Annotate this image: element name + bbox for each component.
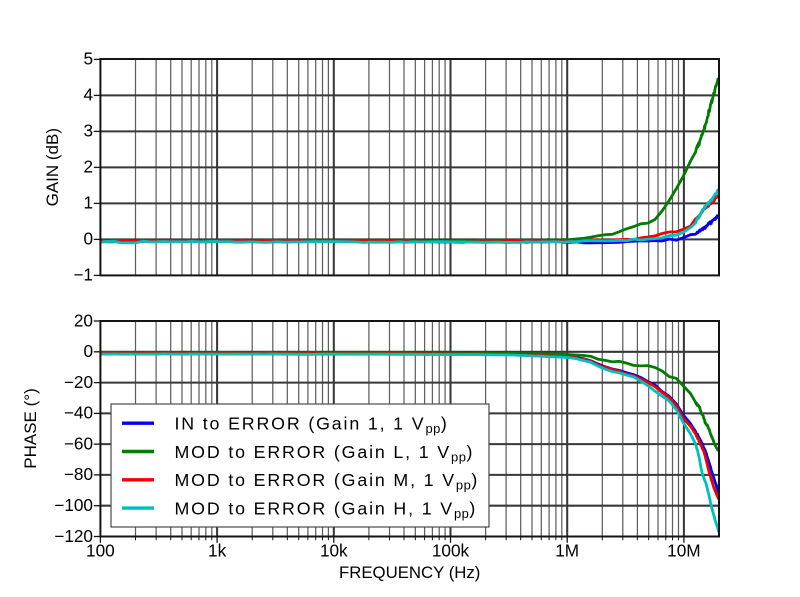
svg-text:1M: 1M (555, 541, 579, 561)
svg-text:100k: 100k (432, 541, 470, 561)
svg-text:−1: −1 (73, 265, 93, 285)
svg-text:5: 5 (83, 49, 93, 69)
svg-text:2: 2 (83, 157, 93, 177)
svg-text:−40: −40 (64, 403, 93, 423)
svg-text:1k: 1k (208, 541, 227, 561)
svg-text:10k: 10k (320, 541, 348, 561)
svg-text:20: 20 (74, 310, 93, 330)
svg-text:PHASE (°): PHASE (°) (21, 388, 40, 468)
svg-text:MOD to ERROR (Gain L, 1 Vpp): MOD to ERROR (Gain L, 1 Vpp) (175, 442, 475, 465)
svg-text:3: 3 (83, 121, 93, 141)
svg-text:−80: −80 (64, 464, 93, 484)
svg-text:MOD to ERROR (Gain H, 1 Vpp): MOD to ERROR (Gain H, 1 Vpp) (175, 498, 478, 521)
svg-text:FREQUENCY (Hz): FREQUENCY (Hz) (339, 563, 480, 582)
svg-text:0: 0 (83, 341, 93, 361)
svg-text:−100: −100 (54, 495, 93, 515)
svg-text:−20: −20 (64, 372, 93, 392)
svg-text:100: 100 (86, 541, 115, 561)
svg-text:−60: −60 (64, 433, 93, 453)
svg-text:MOD to ERROR (Gain M, 1 Vpp): MOD to ERROR (Gain M, 1 Vpp) (175, 470, 480, 493)
svg-text:10M: 10M (667, 541, 700, 561)
svg-text:GAIN (dB): GAIN (dB) (43, 128, 62, 206)
svg-text:0: 0 (83, 229, 93, 249)
svg-text:1: 1 (83, 193, 93, 213)
svg-text:−120: −120 (54, 526, 93, 546)
svg-text:IN to ERROR (Gain 1, 1 Vpp): IN to ERROR (Gain 1, 1 Vpp) (175, 414, 449, 437)
svg-text:4: 4 (83, 85, 93, 105)
